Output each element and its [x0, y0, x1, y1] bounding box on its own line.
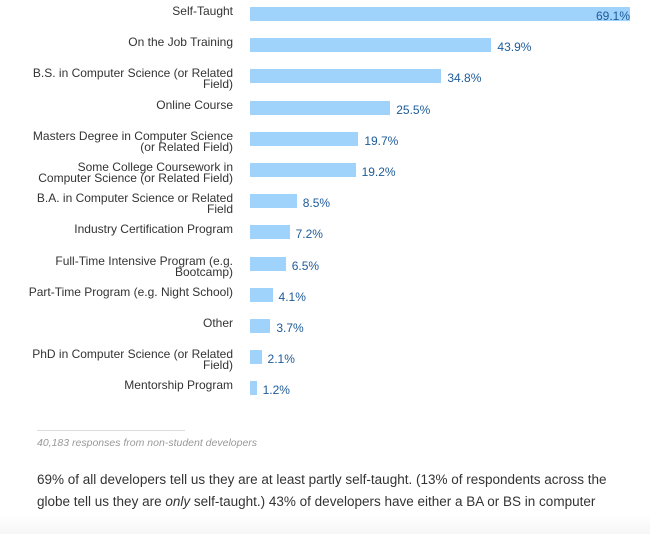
value-label: 6.5%: [291, 258, 320, 273]
bar: [250, 163, 356, 177]
value-label: 2.1%: [267, 352, 295, 367]
bar-row: Other 3.7%: [0, 316, 650, 349]
value-label: 7.2%: [295, 227, 323, 242]
category-label: Self-Taught: [172, 4, 233, 18]
category-label: Mentorship Program: [124, 378, 233, 393]
bar: [250, 350, 262, 365]
bar: [250, 131, 359, 146]
bar: [250, 194, 297, 209]
category-label: Industry Certification Program: [74, 222, 233, 237]
bar: [250, 38, 492, 53]
divider: [37, 430, 185, 431]
bar-row: B.S. in Computer Science (or Related Fie…: [0, 66, 650, 99]
bar-row: Masters Degree in Computer Science (or R…: [0, 128, 650, 162]
value-label: 3.7%: [276, 321, 304, 335]
category-label: Some College Coursework in Computer Scie…: [38, 160, 233, 185]
bar: [250, 100, 391, 115]
bar: [250, 256, 286, 271]
category-label: Online Course: [156, 97, 233, 112]
category-label: Masters Degree in Computer Science (or R…: [32, 128, 233, 154]
bar: [250, 319, 271, 333]
category-label: B.S. in Computer Science (or Related Fie…: [32, 66, 233, 92]
value-label: 25.5%: [396, 102, 431, 117]
bar: [250, 7, 630, 21]
value-label: 19.2%: [361, 165, 396, 179]
bar: [250, 287, 273, 302]
category-label: B.A. in Computer Science or Related Fiel…: [36, 191, 233, 217]
category-label: Full-Time Intensive Program (e.g. Bootca…: [55, 253, 233, 279]
value-label: 69.1%: [596, 9, 631, 23]
education-bar-chart: Self-Taught 69.1% On the Job Training 43.9%…: [0, 4, 650, 411]
value-label: 43.9%: [497, 40, 532, 55]
value-label: 34.8%: [447, 71, 482, 86]
bar-row: Mentorship Program 1.2%: [0, 378, 650, 411]
footnote: 40,183 responses from non-student develo…: [37, 437, 258, 449]
value-label: 19.7%: [364, 133, 399, 148]
bar-row: Industry Certification Program 7.2%: [0, 222, 650, 255]
category-label: Other: [202, 316, 233, 330]
bar-row: Part-Time Program (e.g. Night School) 4.1…: [0, 284, 650, 318]
category-label: PhD in Computer Science (or Related Fiel…: [32, 347, 233, 373]
value-label: 8.5%: [302, 196, 331, 211]
value-label: 4.1%: [278, 289, 306, 304]
bottom-fade: [0, 515, 650, 534]
bar-row: PhD in Computer Science (or Related Fiel…: [0, 347, 650, 380]
paragraph-text-1: 69% of all developers tell us they are a…: [37, 472, 607, 509]
bar: [250, 69, 442, 84]
value-label: 1.2%: [262, 383, 290, 398]
bar-row: Full-Time Intensive Program (e.g. Bootca…: [0, 253, 650, 287]
bar-row: Self-Taught 69.1%: [0, 4, 650, 37]
category-label: On the Job Training: [128, 35, 233, 50]
bar: [250, 381, 257, 396]
bar-row: Some College Coursework in Computer Scie…: [0, 160, 650, 193]
summary-paragraph: 69% of all developers tell us they are a…: [37, 469, 637, 535]
bar-row: On the Job Training 43.9%: [0, 35, 650, 68]
paragraph-emphasis: only: [165, 494, 191, 509]
category-label: Part-Time Program (e.g. Night School): [28, 284, 233, 299]
bar: [250, 225, 290, 240]
bar-row: B.A. in Computer Science or Related Fiel…: [0, 191, 650, 224]
bar-row: Online Course 25.5%: [0, 97, 650, 131]
